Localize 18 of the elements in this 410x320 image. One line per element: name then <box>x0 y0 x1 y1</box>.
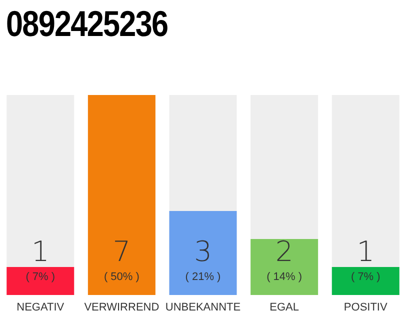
data-label: ( 7% ) <box>26 271 56 283</box>
data-label: ( 7% ) <box>350 271 380 283</box>
x-tick-label: POSITIV <box>344 302 388 314</box>
chart-title: 0892425236 <box>6 3 169 44</box>
annotation: 7 <box>112 235 131 268</box>
bar <box>6 267 74 295</box>
annotation: 1 <box>356 235 375 268</box>
x-tick-label: UNBEKANNTE <box>165 302 241 314</box>
data-label: ( 14% ) <box>266 271 302 283</box>
data-label: ( 50% ) <box>104 271 140 283</box>
x-tick-label: VERWIRREND <box>84 302 160 314</box>
x-tick-label: NEGATIV <box>16 302 65 314</box>
bar <box>332 267 400 295</box>
annotation: 2 <box>275 235 294 268</box>
annotation: 1 <box>31 235 50 268</box>
annotation: 3 <box>194 235 212 268</box>
data-label: ( 21% ) <box>185 271 221 283</box>
x-tick-label: EGAL <box>270 302 299 314</box>
